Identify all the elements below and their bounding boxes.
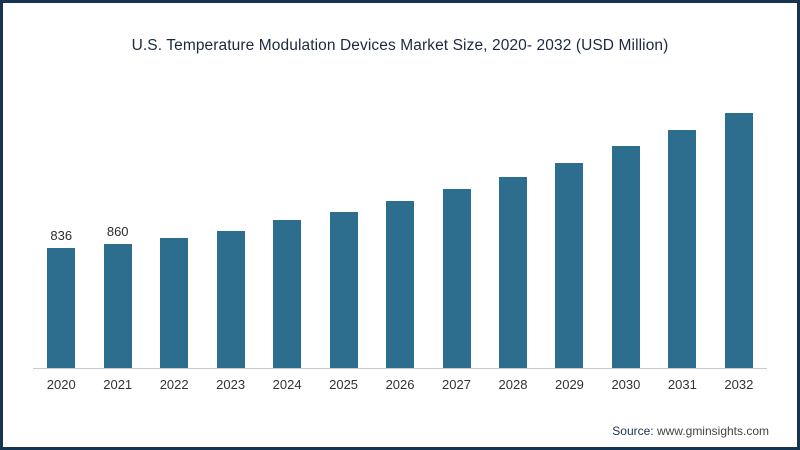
bar-value-label: [342, 192, 346, 207]
bar: [273, 220, 302, 368]
bar: [555, 163, 584, 368]
bar: [47, 248, 76, 368]
bar-value-label: [285, 200, 289, 215]
bar-value-label: 860: [106, 224, 129, 239]
x-tick-label: 2032: [724, 377, 754, 392]
bar-value-label: [229, 211, 233, 226]
bar-value-label: [172, 218, 176, 233]
bar-column: 836: [33, 228, 89, 368]
x-tick-label: 2020: [46, 377, 76, 392]
source-line: Source: www.gminsights.com: [612, 424, 769, 438]
plot-area: 836 860: [33, 73, 767, 369]
bar-column: [485, 157, 541, 368]
x-tick-label: 2031: [667, 377, 697, 392]
bar: [442, 189, 471, 368]
bar: [329, 212, 358, 368]
x-tick-label: 2028: [498, 377, 528, 392]
bar: [498, 177, 527, 368]
bar-column: [598, 126, 654, 368]
bar-column: 860: [89, 224, 145, 368]
x-tick-label: 2027: [442, 377, 471, 392]
bar-column: [146, 218, 202, 368]
bar-column: [372, 181, 428, 368]
bar: [160, 238, 189, 368]
bar-column: [654, 110, 710, 368]
bar-column: [202, 211, 258, 368]
bar-value-label: [568, 143, 572, 158]
bar-value-label: [624, 126, 628, 141]
x-tick-label: 2030: [611, 377, 641, 392]
bar-value-label: [737, 93, 741, 108]
bar: [216, 231, 245, 368]
bar-column: [428, 169, 484, 368]
x-tick-label: 2026: [385, 377, 415, 392]
bar-value-label: [455, 169, 459, 184]
bar: [724, 113, 753, 368]
x-axis-labels: 2020 2021 2022 2023 2024 2025 2026 2027 2028 2029…: [33, 369, 767, 392]
chart-title: U.S. Temperature Modulation Devices Mark…: [131, 37, 669, 54]
bar: [103, 244, 132, 368]
bar-column: [259, 200, 315, 368]
x-tick-label: 2022: [159, 377, 189, 392]
bar-value-label: [398, 181, 402, 196]
x-tick-label: 2023: [216, 377, 246, 392]
bar-column: [711, 93, 767, 368]
bar-value-label: [681, 110, 685, 125]
bar-value-label: 836: [50, 228, 73, 243]
x-tick-label: 2025: [329, 377, 359, 392]
bar: [386, 201, 415, 368]
source-url-text: www.gminsights.com: [656, 424, 769, 438]
x-tick-label: 2024: [272, 377, 302, 392]
bar-column: [315, 192, 371, 368]
bar: [611, 146, 640, 368]
x-tick-label: 2021: [103, 377, 133, 392]
bar-value-label: [511, 157, 515, 172]
x-tick-label: 2029: [554, 377, 584, 392]
bar: [668, 130, 697, 368]
bar-column: [541, 143, 597, 368]
source-label: Source:: [612, 424, 654, 438]
